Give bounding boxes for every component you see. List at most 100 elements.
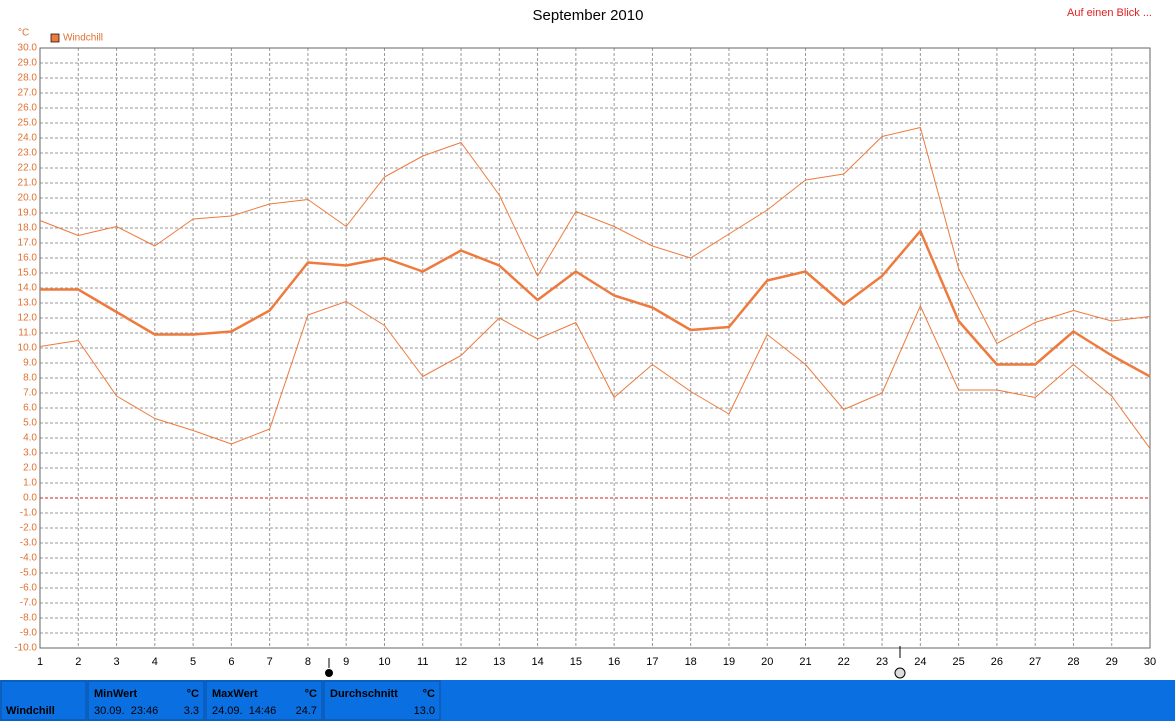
y-tick-label: 25.0	[18, 118, 38, 129]
y-tick-label: 27.0	[18, 88, 38, 99]
x-tick-label: 27	[1029, 656, 1041, 668]
x-tick-label: 22	[838, 656, 850, 668]
x-tick-label: 26	[991, 656, 1003, 668]
legend-label: Windchill	[63, 33, 103, 44]
summary-unit: °C	[305, 688, 317, 700]
y-tick-label: -4.0	[20, 553, 38, 564]
x-tick-label: 6	[228, 656, 234, 668]
y-tick-label: 8.0	[23, 373, 37, 384]
summary-label: Windchill	[6, 705, 55, 717]
y-tick-label: -8.0	[20, 613, 38, 624]
y-tick-label: 0.0	[23, 493, 37, 504]
y-tick-label: 22.0	[18, 163, 38, 174]
x-tick-label: 9	[343, 656, 349, 668]
y-tick-label: 17.0	[18, 238, 38, 249]
x-tick-label: 24	[914, 656, 926, 668]
x-tick-label: 18	[685, 656, 697, 668]
summary: Windchill MinWert °C 30.09. 23:46 3.3 MaxWert…	[0, 680, 441, 721]
plot-frame	[39, 47, 1151, 649]
y-tick-label: 29.0	[18, 58, 38, 69]
y-tick-label: -2.0	[20, 523, 38, 534]
y-tick-label: 5.0	[23, 418, 37, 429]
summary-time: 30.09. 23:46	[94, 705, 158, 717]
y-tick-label: -6.0	[20, 583, 38, 594]
y-tick-label: 19.0	[18, 208, 38, 219]
summary-unit: °C	[187, 688, 199, 700]
x-tick-label: 23	[876, 656, 888, 668]
y-tick-label: -1.0	[20, 508, 38, 519]
series-line	[39, 301, 1151, 449]
y-tick-label: -10.0	[14, 643, 37, 654]
legend-swatch	[50, 33, 60, 43]
series-line	[40, 229, 1151, 378]
y-tick-label: 2.0	[23, 463, 37, 474]
y-tick-label: -9.0	[20, 628, 38, 639]
y-tick-label: 20.0	[18, 193, 38, 204]
marker	[894, 667, 906, 679]
y-tick-label: 30.0	[18, 43, 38, 54]
y-tick-label: 16.0	[18, 253, 38, 264]
summary-cell	[205, 680, 323, 721]
x-tick-label: 20	[761, 656, 773, 668]
y-tick-label: 9.0	[23, 358, 37, 369]
summary-time: 24.09. 14:46	[212, 705, 276, 717]
summary-title: MinWert	[94, 688, 138, 700]
y-tick-label: 6.0	[23, 403, 37, 414]
summary-cell	[323, 680, 441, 721]
y-tick-label: 11.0	[18, 328, 37, 339]
x-tick-label: 29	[1106, 656, 1118, 668]
x-tick-label: 7	[267, 656, 273, 668]
x-tick-label: 15	[570, 656, 582, 668]
summary-bar	[0, 680, 1175, 721]
y-tick-label: 18.0	[18, 223, 38, 234]
summary-cell	[87, 680, 205, 721]
summary-title: MaxWert	[212, 688, 258, 700]
y-tick-label: 15.0	[18, 268, 38, 279]
y-tick-label: 7.0	[23, 388, 37, 399]
chart-title: September 2010	[533, 7, 644, 24]
x-tick-label: 4	[152, 656, 158, 668]
x-tick-label: 11	[417, 656, 428, 668]
y-tick-label: 10.0	[18, 343, 38, 354]
y-tick-label: 24.0	[18, 133, 38, 144]
y-unit: °C	[18, 28, 29, 39]
x-tick-label: 12	[455, 656, 467, 668]
x-tick-label: 17	[646, 656, 658, 668]
overview-link[interactable]: Auf einen Blick ...	[1067, 7, 1152, 19]
x-tick-label: 30	[1144, 656, 1156, 668]
summary-value: 3.3	[184, 705, 199, 717]
y-tick-label: 23.0	[18, 148, 38, 159]
x-tick-label: 19	[723, 656, 735, 668]
y-tick-label: -5.0	[20, 568, 38, 579]
series-line	[39, 127, 1151, 344]
x-tick-label: 21	[799, 656, 811, 668]
summary-title: Durchschnitt	[330, 688, 398, 700]
y-tick-label: 26.0	[18, 103, 38, 114]
x-tick-label: 3	[113, 656, 119, 668]
summary-cell	[0, 680, 87, 721]
y-tick-label: 13.0	[18, 298, 38, 309]
y-tick-label: -7.0	[20, 598, 38, 609]
summary-value: 13.0	[414, 705, 435, 717]
summary-value: 24.7	[296, 705, 317, 717]
x-tick-label: 25	[952, 656, 964, 668]
x-tick-label: 16	[608, 656, 620, 668]
summary-unit: °C	[423, 688, 435, 700]
y-tick-label: 3.0	[23, 448, 37, 459]
x-tick-label: 1	[37, 656, 43, 668]
y-tick-label: 12.0	[18, 313, 38, 324]
x-tick-label: 5	[190, 656, 196, 668]
x-tick-label: 28	[1067, 656, 1079, 668]
y-tick-label: -3.0	[20, 538, 38, 549]
x-tick-label: 8	[305, 656, 311, 668]
y-tick-label: 14.0	[18, 283, 38, 294]
x-tick-label: 13	[493, 656, 505, 668]
y-tick-label: 4.0	[23, 433, 37, 444]
y-tick-label: 28.0	[18, 73, 38, 84]
y-tick-label: 1.0	[23, 478, 37, 489]
x-tick-label: 10	[378, 656, 390, 668]
marker	[325, 669, 333, 677]
x-tick-label: 14	[531, 656, 543, 668]
x-tick-label: 2	[75, 656, 81, 668]
